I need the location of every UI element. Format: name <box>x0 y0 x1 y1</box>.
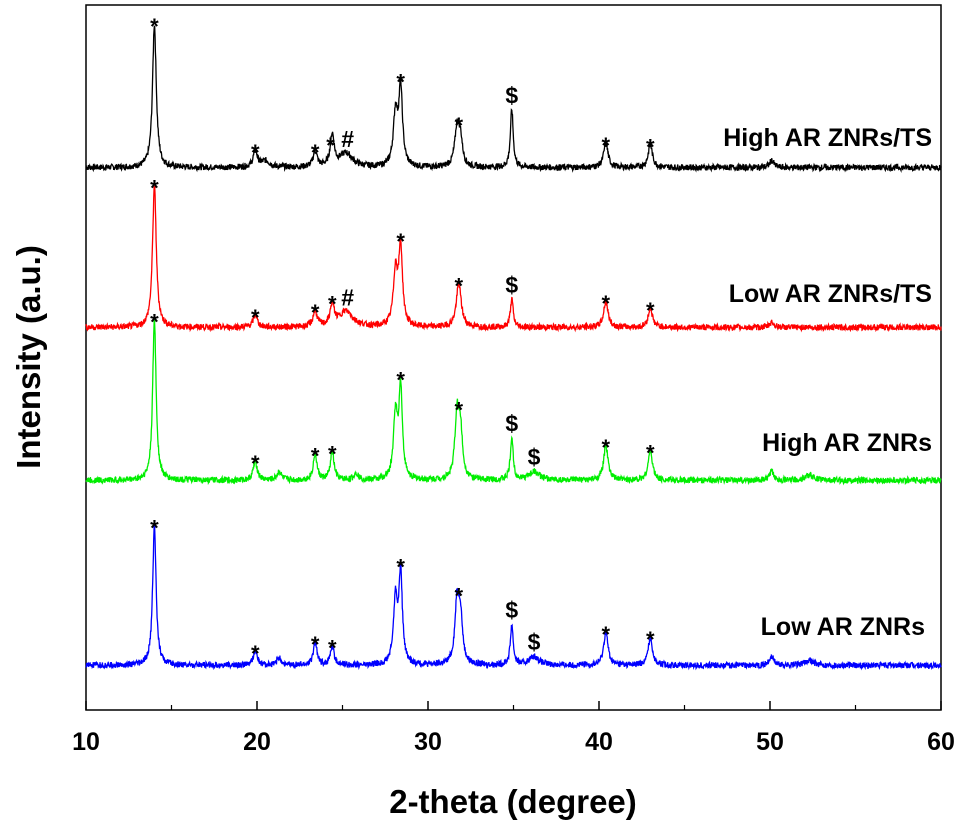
peak-marker-star: * <box>328 635 337 660</box>
x-tick-label: 50 <box>756 728 784 756</box>
x-tick-label: 10 <box>72 728 100 756</box>
peak-marker-star: * <box>646 135 655 160</box>
peak-marker-star: * <box>311 632 320 657</box>
peak-marker-star: * <box>454 113 463 138</box>
peak-marker-star: * <box>150 309 159 334</box>
peak-marker-star: * <box>311 443 320 468</box>
x-tick-label: 30 <box>414 728 442 756</box>
peak-marker-star: * <box>602 435 611 460</box>
peak-marker-dollar: $ <box>528 629 541 655</box>
series-label-high-ar-znrs: High AR ZNRs <box>762 429 932 457</box>
peak-marker-star: * <box>150 14 159 39</box>
peak-marker-hash: # <box>341 126 354 152</box>
peak-marker-star: * <box>396 229 405 254</box>
peak-marker-dollar: $ <box>505 82 518 108</box>
peak-marker-star: * <box>646 298 655 323</box>
peak-marker-star: * <box>251 451 260 476</box>
peak-marker-star: * <box>454 273 463 298</box>
x-tick-label: 20 <box>243 728 271 756</box>
peak-marker-star: * <box>328 291 337 316</box>
trace-low-ar-znrs-ts <box>85 185 942 333</box>
peak-marker-star: * <box>454 397 463 422</box>
peak-marker-star: * <box>328 442 337 467</box>
peak-markers-layer: ** * * #**$* *** * * #** $* *** * ***$$ * *** * ***$$ * * <box>150 14 655 666</box>
peak-marker-star: * <box>251 641 260 666</box>
series-label-low-ar-znrs: Low AR ZNRs <box>761 613 925 641</box>
x-axis-label: 2-theta (degree) <box>389 783 637 820</box>
x-axis: 10 20 30 40 50 60 <box>72 701 955 756</box>
peak-marker-hash: # <box>341 284 354 310</box>
series-label-high-ar-znrs-ts: High AR ZNRs/TS <box>723 124 932 152</box>
peak-marker-star: * <box>602 291 611 316</box>
peak-marker-dollar: $ <box>528 444 541 470</box>
traces-layer <box>85 25 942 671</box>
trace-low-ar-znrs <box>85 523 942 671</box>
trace-high-ar-znrs <box>85 317 942 486</box>
x-tick-label: 40 <box>585 728 613 756</box>
peak-marker-star: * <box>396 367 405 392</box>
x-tick-label: 60 <box>927 728 955 756</box>
peak-marker-star: * <box>150 515 159 540</box>
peak-marker-star: * <box>454 584 463 609</box>
peak-marker-dollar: $ <box>505 597 518 623</box>
peak-marker-star: * <box>311 140 320 165</box>
peak-marker-star: * <box>311 300 320 325</box>
peak-marker-star: * <box>646 627 655 652</box>
peak-marker-star: * <box>251 140 260 165</box>
peak-marker-star: * <box>396 554 405 579</box>
peak-marker-star: * <box>251 305 260 330</box>
peak-marker-dollar: $ <box>505 410 518 436</box>
peak-marker-star: * <box>646 440 655 465</box>
peak-marker-star: * <box>396 70 405 95</box>
peak-marker-star: * <box>326 133 335 158</box>
peak-marker-dollar: $ <box>505 272 518 298</box>
y-axis-label: Intensity (a.u.) <box>10 245 47 469</box>
series-labels-layer: High AR ZNRs/TS Low AR ZNRs/TS High AR ZNR… <box>723 124 932 641</box>
trace-high-ar-znrs-ts <box>85 25 942 173</box>
peak-marker-star: * <box>150 176 159 201</box>
series-label-low-ar-znrs-ts: Low AR ZNRs/TS <box>729 280 932 308</box>
peak-marker-star: * <box>602 622 611 647</box>
peak-marker-star: * <box>602 133 611 158</box>
